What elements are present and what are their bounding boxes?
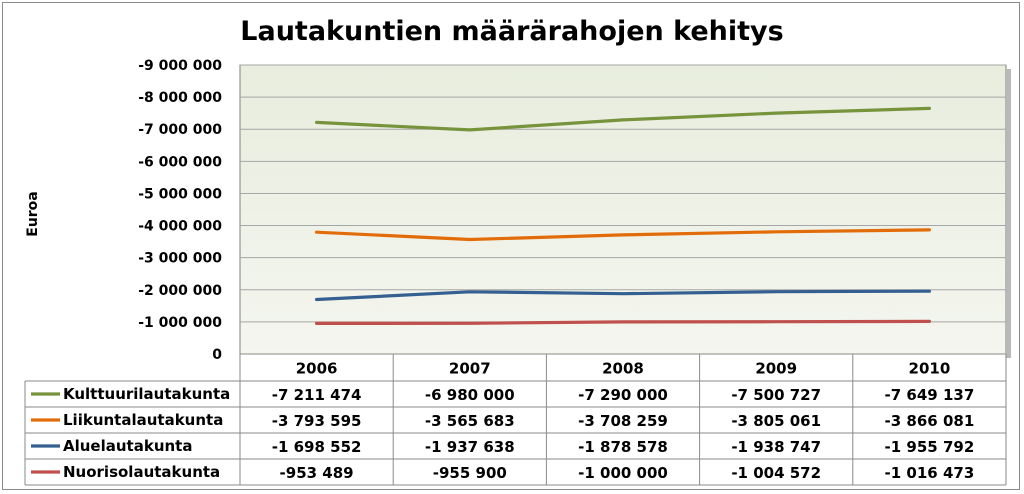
x-category-label: 2007 — [449, 360, 491, 378]
y-tick-label: -1 000 000 — [138, 315, 222, 331]
x-category-label: 2008 — [602, 360, 644, 378]
data-table-value: -6 980 000 — [425, 386, 515, 404]
legend-label: Aluelautakunta — [63, 437, 192, 455]
y-tick-label: 0 — [212, 347, 222, 363]
data-table: 2006 2007 2008 2009 2010 Kulttuurilautakunta -… — [24, 353, 1007, 486]
data-table-value: -1 004 572 — [731, 464, 821, 482]
data-table-value: -1 955 792 — [885, 438, 975, 456]
y-tick-label: -3 000 000 — [138, 251, 222, 267]
y-tick-label: -7 000 000 — [138, 122, 222, 138]
plot-area — [239, 64, 1011, 358]
data-table-value: -7 649 137 — [885, 386, 975, 404]
data-table-value: -1 878 578 — [578, 438, 668, 456]
data-table-value: -3 708 259 — [578, 412, 668, 430]
data-table-value: -3 866 081 — [885, 412, 975, 430]
data-table-value: -1 016 473 — [885, 464, 975, 482]
data-table-value: -7 500 727 — [731, 386, 821, 404]
y-tick-label: -2 000 000 — [138, 283, 222, 299]
x-category-label: 2010 — [909, 360, 951, 378]
y-tick-label: -5 000 000 — [138, 186, 222, 202]
data-table-value: -3 565 683 — [425, 412, 515, 430]
chart-title: Lautakuntien määrärahojen kehitys — [240, 16, 783, 47]
data-table-value: -1 000 000 — [578, 464, 668, 482]
series-line-kulttuurilautakunta — [315, 106, 932, 132]
data-table-value: -7 290 000 — [578, 386, 668, 404]
x-category-label: 2009 — [755, 360, 797, 378]
data-table-value: -7 211 474 — [272, 386, 362, 404]
data-table-value: -1 937 638 — [425, 438, 515, 456]
data-table-value: -955 900 — [433, 464, 507, 482]
series-line-aluelautakunta — [315, 289, 932, 302]
legend-label: Kulttuurilautakunta — [63, 385, 230, 403]
y-tick-label: -8 000 000 — [138, 90, 222, 106]
series-lines — [315, 106, 932, 325]
y-tick-label: -9 000 000 — [138, 58, 222, 74]
y-axis-ticks: 0 -1 000 000 -2 000 000 -3 000 000 -4 000 00… — [138, 58, 222, 363]
data-table-value: -953 489 — [280, 464, 354, 482]
data-table-value: -3 805 061 — [731, 412, 821, 430]
y-axis-label: Euroa — [25, 191, 41, 237]
y-tick-label: -4 000 000 — [138, 219, 222, 235]
data-table-value: -1 698 552 — [272, 438, 362, 456]
plot-shadow — [1006, 69, 1011, 358]
series-line-nuorisolautakunta — [315, 319, 932, 325]
data-table-value: -1 938 747 — [731, 438, 821, 456]
legend-label: Nuorisolautakunta — [63, 463, 220, 481]
plot-background — [239, 64, 1007, 355]
series-line-liikuntalautakunta — [315, 228, 932, 242]
data-table-value: -3 793 595 — [272, 412, 362, 430]
legend-label: Liikuntalautakunta — [63, 411, 223, 429]
x-category-label: 2006 — [296, 360, 338, 378]
y-tick-label: -6 000 000 — [138, 154, 222, 170]
